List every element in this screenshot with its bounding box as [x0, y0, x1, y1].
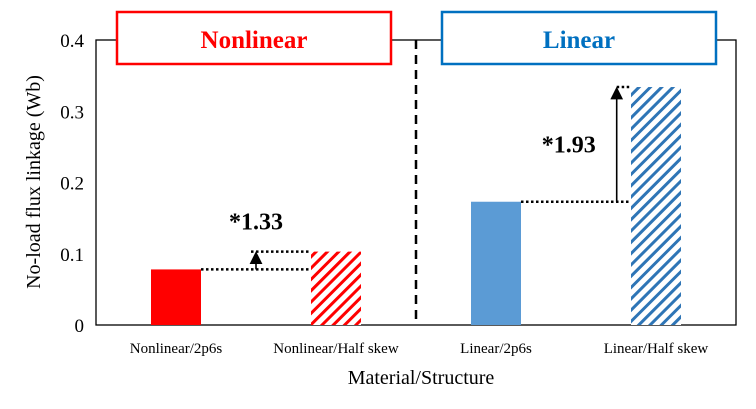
group-banner-linear: Linear [440, 10, 718, 66]
y-tick-label: 0.4 [60, 31, 84, 52]
y-tick-label: 0.1 [60, 245, 84, 266]
bar [311, 251, 361, 325]
bar [151, 269, 201, 325]
x-tick-label: Linear/2p6s [460, 341, 532, 357]
group-label-nonlinear: Nonlinear [201, 27, 308, 54]
x-tick-label: Nonlinear/2p6s [130, 341, 223, 357]
group-banner-nonlinear: Nonlinear [115, 10, 393, 66]
ratio-label: *1.93 [542, 132, 596, 158]
group-label-linear: Linear [543, 27, 615, 54]
x-tick-label: Nonlinear/Half skew [273, 341, 399, 357]
y-tick-label: 0.2 [60, 174, 84, 195]
x-axis-title: Material/Structure [348, 367, 495, 389]
x-tick-label: Linear/Half skew [604, 341, 709, 357]
x-tick-labels: Nonlinear/2p6s Nonlinear/Half skew Linear/… [130, 341, 709, 357]
y-tick-labels: 0 0.1 0.2 0.3 0.4 [60, 31, 84, 337]
bar [631, 87, 681, 326]
y-tick-label: 0.3 [60, 102, 84, 123]
y-tick-label: 0 [75, 316, 85, 337]
bars [151, 87, 681, 326]
ratio-label: *1.33 [229, 210, 283, 236]
bar [471, 201, 521, 325]
ratio-annotations: *1.33 *1.93 [201, 85, 631, 271]
y-axis-title: No-load flux linkage (Wb) [23, 75, 45, 289]
